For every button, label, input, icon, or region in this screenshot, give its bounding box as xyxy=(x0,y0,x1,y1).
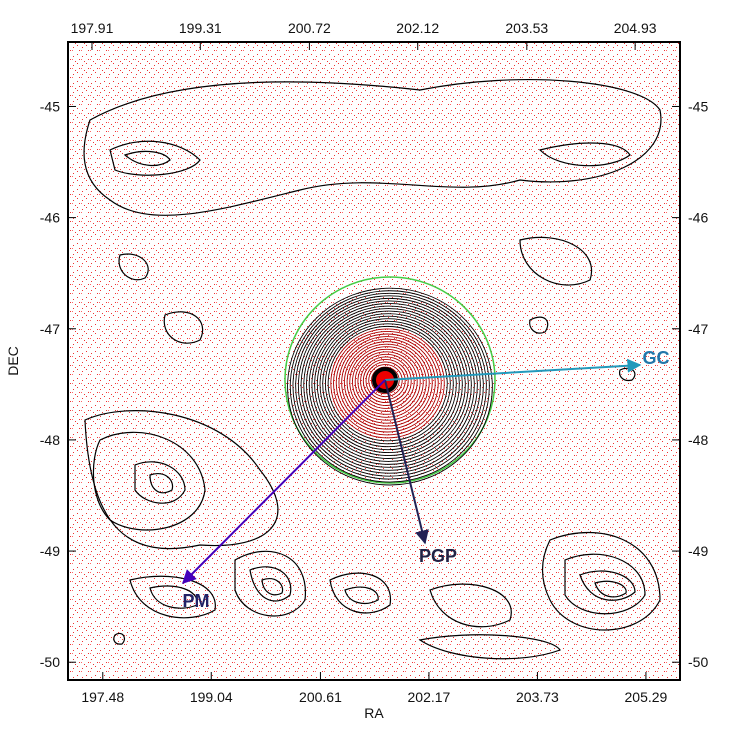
contour xyxy=(341,338,433,427)
contour xyxy=(289,290,490,483)
contour xyxy=(319,318,457,451)
contour xyxy=(357,353,415,409)
contour xyxy=(349,346,424,418)
y2-tick-label: -47 xyxy=(688,321,708,337)
contour xyxy=(354,351,418,412)
annotation: PGP xyxy=(419,546,457,566)
contour xyxy=(352,348,421,415)
contour xyxy=(300,300,478,471)
annotation: GC xyxy=(643,348,670,368)
x-tick-label: 199.04 xyxy=(190,689,233,705)
contour xyxy=(338,336,436,430)
contour xyxy=(362,358,409,404)
arrow-pm xyxy=(182,379,386,584)
contour xyxy=(360,356,412,406)
contour xyxy=(335,333,439,433)
x2-tick-label: 199.31 xyxy=(179,20,222,36)
y-axis-label: DEC xyxy=(5,346,21,376)
contours xyxy=(83,78,662,660)
y-tick-label: -45 xyxy=(40,98,60,114)
plot-frame xyxy=(67,41,681,681)
x-tick-label: 205.29 xyxy=(625,689,668,705)
y-tick-label: -48 xyxy=(40,432,60,448)
contour xyxy=(314,313,463,457)
arrow-pgp xyxy=(384,379,429,545)
contour xyxy=(303,303,475,468)
y2-tick-label: -48 xyxy=(688,432,708,448)
y2-tick-label: -49 xyxy=(688,543,708,559)
x2-tick-label: 197.91 xyxy=(71,20,114,36)
x-tick-label: 200.61 xyxy=(299,689,342,705)
contour xyxy=(333,331,442,436)
y2-tick-label: -50 xyxy=(688,654,708,670)
contour xyxy=(306,305,472,465)
tidal-radius xyxy=(284,276,496,484)
y-tick-label: -46 xyxy=(40,210,60,226)
contour xyxy=(287,287,493,486)
contour xyxy=(316,315,460,454)
y-tick-label: -50 xyxy=(40,654,60,670)
x-axis-label: RA xyxy=(364,705,384,721)
x-tick-label: 203.73 xyxy=(516,689,559,705)
contour xyxy=(368,364,403,398)
y2-tick-label: -45 xyxy=(688,98,708,114)
x2-tick-label: 200.72 xyxy=(288,20,331,36)
x2-tick-label: 204.93 xyxy=(614,20,657,36)
contour xyxy=(297,297,481,474)
contour xyxy=(322,320,454,448)
annotation: PM xyxy=(183,591,210,611)
contour xyxy=(292,292,487,480)
y2-tick-label: -46 xyxy=(688,210,708,226)
arrow-gc xyxy=(384,358,642,381)
gaps xyxy=(68,42,680,680)
contour xyxy=(346,343,427,421)
contour xyxy=(327,325,448,442)
x-tick-label: 197.48 xyxy=(81,689,124,705)
contour xyxy=(330,328,445,439)
x2-tick-label: 203.53 xyxy=(505,20,548,36)
x2-tick-label: 202.12 xyxy=(396,20,439,36)
contour xyxy=(365,361,406,401)
y-tick-label: -47 xyxy=(40,321,60,337)
contour xyxy=(311,310,466,459)
contour xyxy=(308,308,469,462)
contour xyxy=(324,323,451,445)
contour xyxy=(295,295,484,477)
contour xyxy=(343,341,430,424)
x-tick-label: 202.17 xyxy=(408,689,451,705)
y-tick-label: -49 xyxy=(40,543,60,559)
core-contours xyxy=(287,287,493,486)
